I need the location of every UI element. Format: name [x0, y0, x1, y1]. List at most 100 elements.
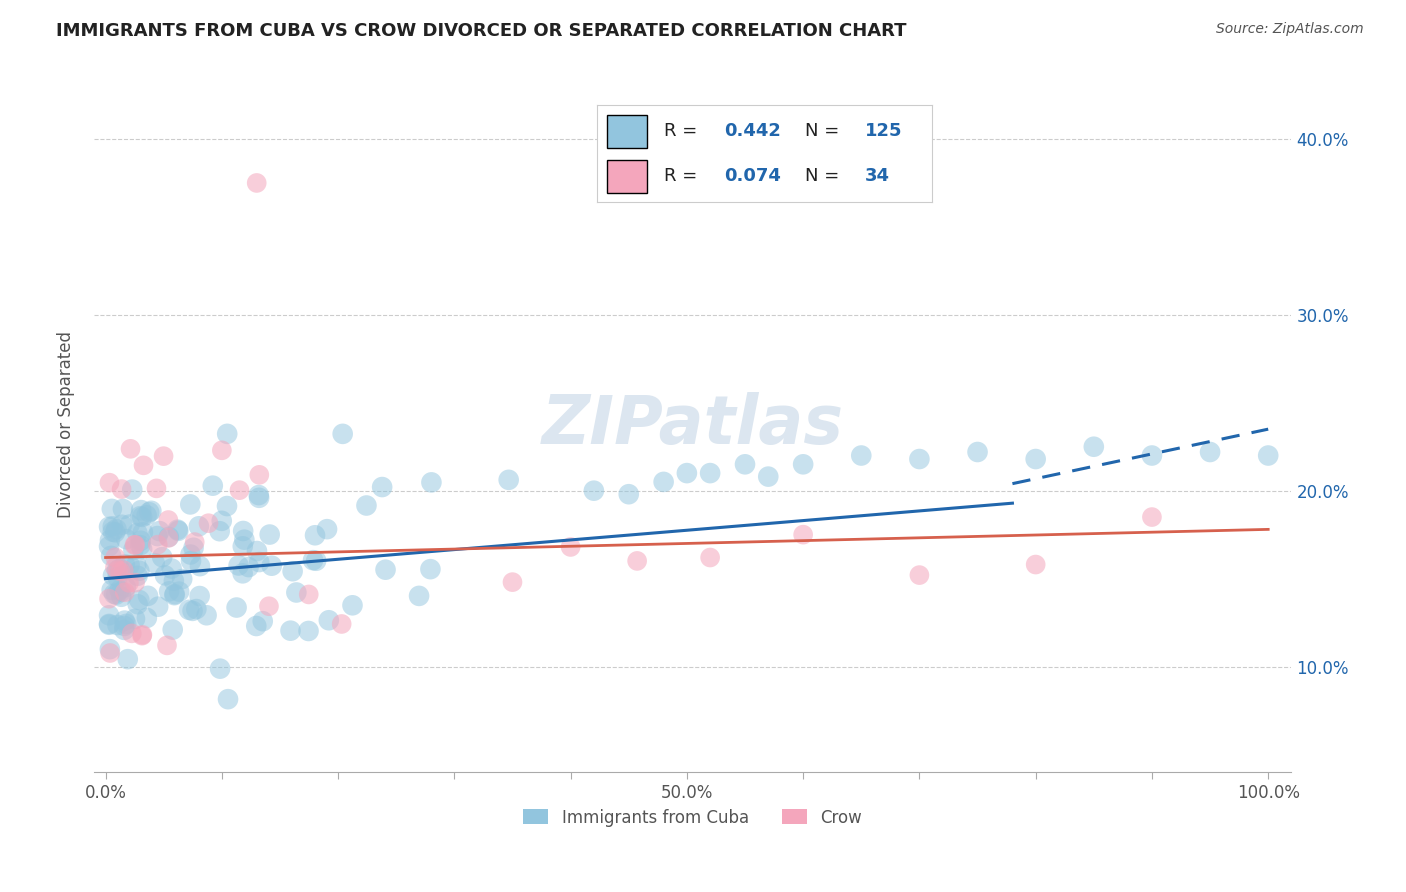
Crow — [1140, 510, 1163, 524]
Immigrants from Cuba — [966, 445, 988, 459]
Crow — [104, 560, 127, 574]
Immigrants from Cuba — [734, 458, 756, 472]
Immigrants from Cuba — [163, 588, 186, 602]
Immigrants from Cuba — [305, 554, 328, 568]
Immigrants from Cuba — [179, 548, 201, 562]
Immigrants from Cuba — [129, 503, 152, 517]
Immigrants from Cuba — [356, 499, 378, 513]
Immigrants from Cuba — [101, 524, 124, 539]
Immigrants from Cuba — [118, 558, 141, 573]
Immigrants from Cuba — [332, 426, 354, 441]
Y-axis label: Divorced or Separated: Divorced or Separated — [58, 331, 75, 518]
Immigrants from Cuba — [1140, 449, 1163, 463]
Immigrants from Cuba — [304, 528, 326, 542]
Immigrants from Cuba — [1025, 452, 1047, 467]
Immigrants from Cuba — [232, 566, 254, 581]
Immigrants from Cuba — [209, 662, 232, 676]
Crow — [1025, 558, 1047, 572]
Immigrants from Cuba — [100, 582, 122, 597]
Immigrants from Cuba — [617, 487, 640, 501]
Immigrants from Cuba — [177, 603, 200, 617]
Immigrants from Cuba — [419, 562, 441, 576]
Immigrants from Cuba — [110, 590, 132, 604]
Immigrants from Cuba — [105, 588, 128, 602]
Immigrants from Cuba — [851, 449, 873, 463]
Immigrants from Cuba — [107, 570, 129, 584]
Immigrants from Cuba — [186, 602, 208, 616]
Crow — [246, 176, 269, 190]
Immigrants from Cuba — [117, 652, 139, 666]
Crow — [330, 617, 353, 632]
Text: Source: ZipAtlas.com: Source: ZipAtlas.com — [1216, 22, 1364, 37]
Text: ZIPatlas: ZIPatlas — [541, 392, 844, 458]
Crow — [298, 587, 321, 601]
Text: IMMIGRANTS FROM CUBA VS CROW DIVORCED OR SEPARATED CORRELATION CHART: IMMIGRANTS FROM CUBA VS CROW DIVORCED OR… — [56, 22, 907, 40]
Immigrants from Cuba — [98, 540, 121, 554]
Crow — [131, 628, 153, 642]
Crow — [146, 538, 169, 552]
Crow — [121, 626, 143, 640]
Immigrants from Cuba — [114, 558, 136, 572]
Crow — [908, 568, 931, 582]
Immigrants from Cuba — [148, 524, 170, 538]
Immigrants from Cuba — [129, 509, 152, 524]
Immigrants from Cuba — [217, 426, 239, 441]
Immigrants from Cuba — [108, 583, 131, 598]
Crow — [98, 591, 121, 606]
Immigrants from Cuba — [115, 532, 138, 546]
Immigrants from Cuba — [238, 560, 260, 574]
Immigrants from Cuba — [652, 475, 675, 489]
Immigrants from Cuba — [135, 508, 157, 523]
Immigrants from Cuba — [112, 619, 135, 633]
Crow — [104, 550, 127, 565]
Immigrants from Cuba — [129, 533, 152, 548]
Crow — [124, 538, 146, 552]
Crow — [145, 482, 167, 496]
Immigrants from Cuba — [247, 491, 270, 505]
Immigrants from Cuba — [582, 483, 605, 498]
Immigrants from Cuba — [1083, 440, 1105, 454]
Crow — [107, 563, 129, 577]
Immigrants from Cuba — [246, 544, 269, 558]
Immigrants from Cuba — [98, 533, 121, 548]
Immigrants from Cuba — [107, 618, 129, 632]
Immigrants from Cuba — [316, 522, 339, 536]
Immigrants from Cuba — [160, 561, 183, 575]
Immigrants from Cuba — [122, 542, 145, 557]
Immigrants from Cuba — [318, 613, 340, 627]
Immigrants from Cuba — [285, 585, 308, 599]
Immigrants from Cuba — [118, 517, 141, 532]
Crow — [110, 565, 132, 579]
Immigrants from Cuba — [136, 589, 159, 603]
Immigrants from Cuba — [166, 523, 188, 537]
Immigrants from Cuba — [129, 538, 152, 552]
Immigrants from Cuba — [101, 568, 124, 582]
Immigrants from Cuba — [247, 555, 270, 569]
Immigrants from Cuba — [138, 505, 160, 519]
Crow — [157, 513, 180, 527]
Immigrants from Cuba — [180, 554, 202, 568]
Crow — [152, 449, 174, 463]
Crow — [156, 639, 179, 653]
Crow — [560, 540, 582, 554]
Immigrants from Cuba — [302, 553, 325, 567]
Immigrants from Cuba — [162, 623, 184, 637]
Immigrants from Cuba — [115, 580, 138, 594]
Immigrants from Cuba — [127, 526, 149, 541]
Immigrants from Cuba — [260, 558, 283, 573]
Immigrants from Cuba — [163, 587, 186, 601]
Immigrants from Cuba — [183, 541, 205, 555]
Immigrants from Cuba — [259, 527, 281, 541]
Immigrants from Cuba — [146, 529, 169, 543]
Immigrants from Cuba — [98, 616, 121, 631]
Immigrants from Cuba — [225, 600, 247, 615]
Crow — [110, 482, 132, 496]
Immigrants from Cuba — [281, 564, 304, 578]
Immigrants from Cuba — [1257, 449, 1279, 463]
Crow — [124, 538, 146, 552]
Immigrants from Cuba — [280, 624, 302, 638]
Immigrants from Cuba — [108, 562, 131, 576]
Crow — [124, 575, 146, 590]
Immigrants from Cuba — [141, 504, 163, 518]
Immigrants from Cuba — [179, 497, 201, 511]
